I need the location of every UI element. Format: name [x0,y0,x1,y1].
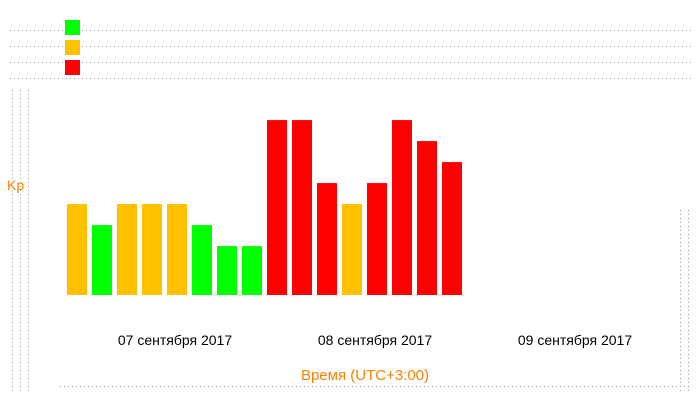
legend [65,20,80,75]
date-label: 08 сентября 2017 [318,332,432,348]
bar [217,246,237,295]
bar [442,162,462,295]
bar [342,204,362,295]
bar [142,204,162,295]
bar [392,120,412,295]
bar [167,204,187,295]
bar [367,183,387,295]
bar [92,225,112,295]
bar [242,246,262,295]
legend-swatch [65,20,80,35]
x-axis-label: Время (UTC+3:00) [301,367,429,384]
bar [267,120,287,295]
bar [292,120,312,295]
bars [67,120,462,295]
date-tick-labels: 07 сентября 2017 08 сентября 2017 09 сентя… [118,332,632,348]
date-label: 07 сентября 2017 [118,332,232,348]
bar [117,204,137,295]
bar [67,204,87,295]
date-label: 09 сентября 2017 [518,332,632,348]
bar [192,225,212,295]
y-axis-label: Kp [7,177,24,193]
bar [417,141,437,295]
legend-swatch [65,60,80,75]
legend-swatch [65,40,80,55]
bar [317,183,337,295]
